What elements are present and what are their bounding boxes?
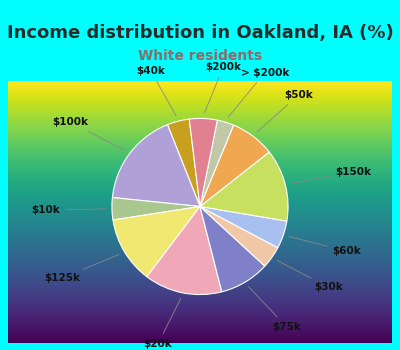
Text: $60k: $60k <box>289 237 361 256</box>
Text: $50k: $50k <box>257 90 313 132</box>
Wedge shape <box>113 206 200 277</box>
Wedge shape <box>200 206 287 248</box>
Wedge shape <box>168 119 200 206</box>
Text: $150k: $150k <box>291 167 372 183</box>
Text: Ⓢ City-Data.com: Ⓢ City-Data.com <box>246 90 330 99</box>
Text: $20k: $20k <box>144 298 181 349</box>
Wedge shape <box>112 125 200 206</box>
Text: Income distribution in Oakland, IA (%): Income distribution in Oakland, IA (%) <box>7 24 393 42</box>
Wedge shape <box>200 152 288 221</box>
Wedge shape <box>200 206 265 292</box>
Wedge shape <box>200 206 278 266</box>
Text: $40k: $40k <box>136 66 176 116</box>
Wedge shape <box>112 197 200 220</box>
Text: $125k: $125k <box>44 254 119 283</box>
Wedge shape <box>200 120 234 206</box>
Wedge shape <box>189 118 217 206</box>
Text: $100k: $100k <box>52 117 125 150</box>
Wedge shape <box>200 125 269 206</box>
Text: White residents: White residents <box>138 49 262 63</box>
Text: > $200k: > $200k <box>228 68 289 117</box>
Bar <box>0 0 400 80</box>
Text: $200k: $200k <box>204 62 241 113</box>
Text: $10k: $10k <box>32 205 106 215</box>
Text: $75k: $75k <box>249 287 301 331</box>
Wedge shape <box>147 206 222 295</box>
Text: $30k: $30k <box>277 260 343 292</box>
